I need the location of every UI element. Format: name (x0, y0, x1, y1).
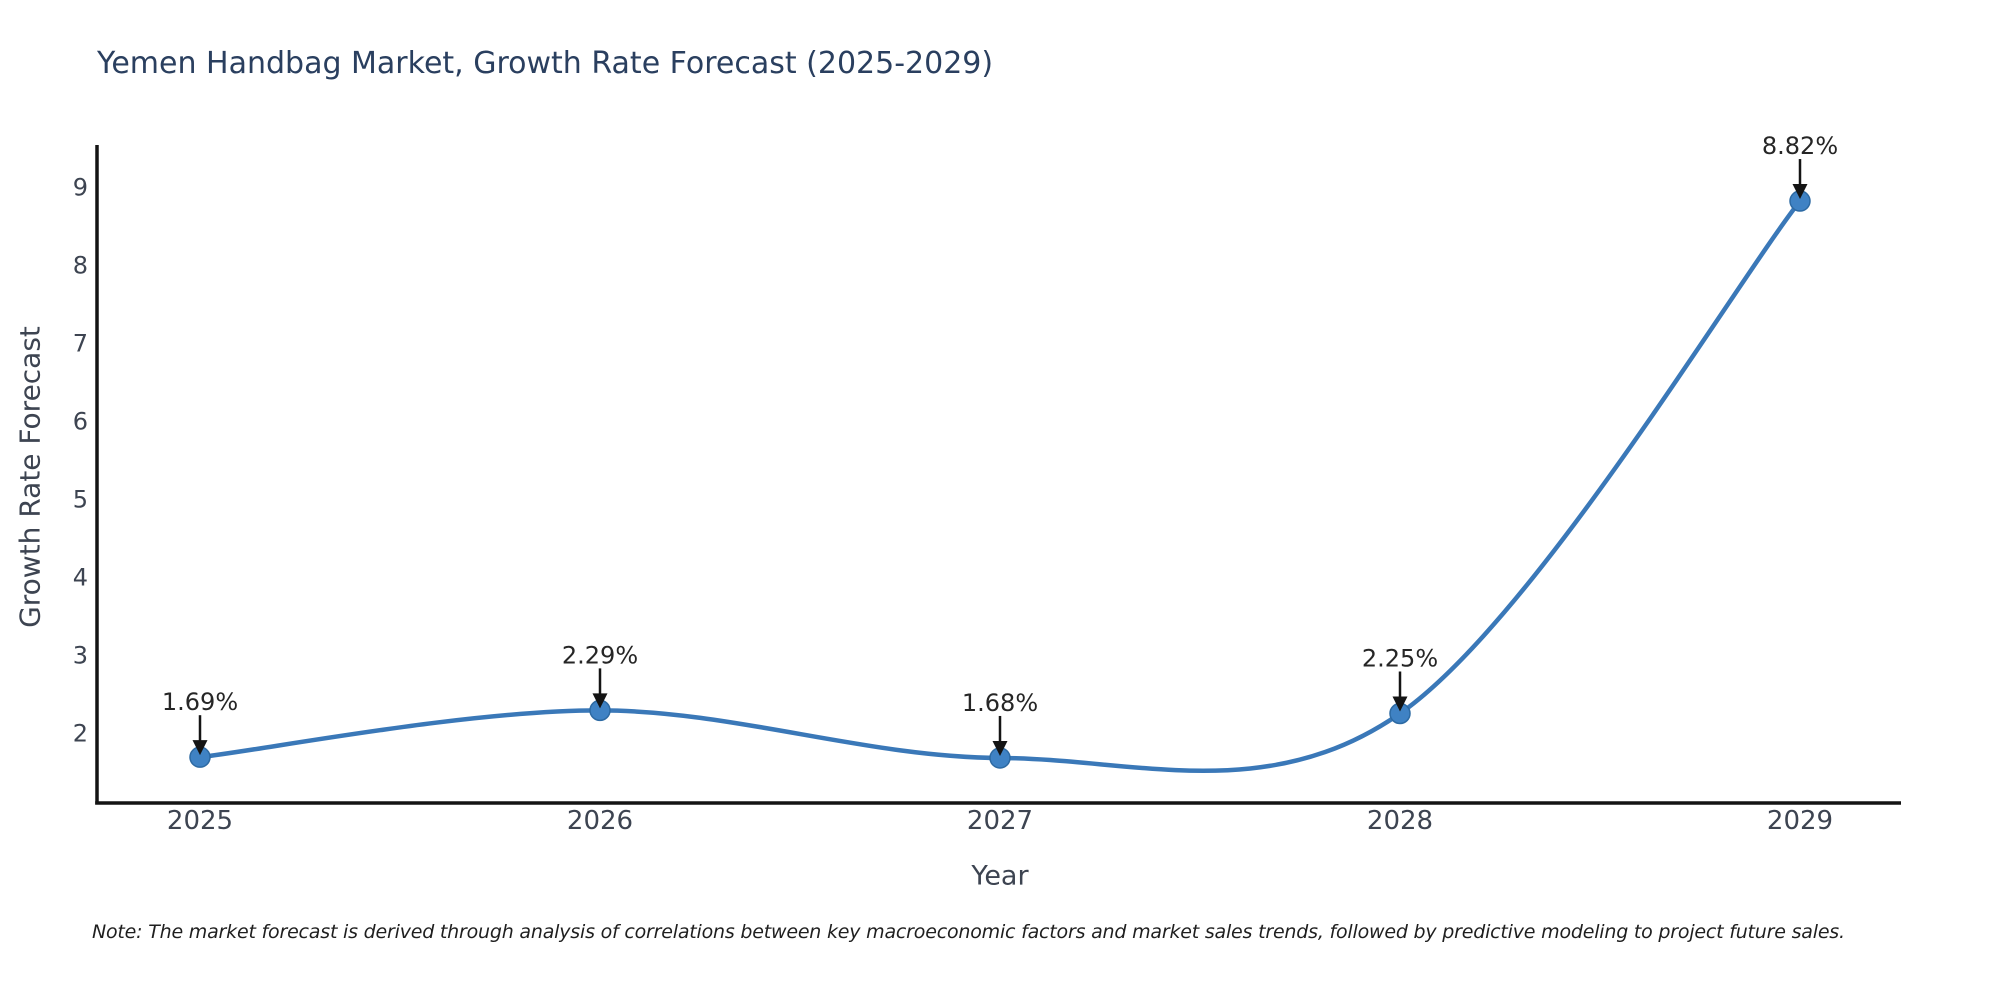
x-tick-label: 2027 (967, 806, 1033, 836)
footnote: Note: The market forecast is derived thr… (92, 921, 1845, 943)
x-tick-label: 2026 (567, 806, 633, 836)
y-tick-label: 9 (73, 174, 88, 202)
y-tick-label: 5 (73, 486, 88, 514)
x-tick-label: 2025 (167, 806, 233, 836)
y-tick-label: 2 (73, 720, 88, 748)
data-point-label: 2.29% (562, 641, 638, 669)
annotation-arrow-head (1792, 184, 1808, 200)
y-tick-label: 7 (73, 330, 88, 358)
y-tick-label: 8 (73, 252, 88, 280)
annotation-arrow-head (592, 693, 608, 709)
chart-title: Yemen Handbag Market, Growth Rate Foreca… (97, 46, 994, 81)
y-axis-title: Growth Rate Forecast (13, 326, 47, 628)
y-tick-label: 6 (73, 408, 88, 436)
y-tick-label: 4 (73, 564, 88, 592)
data-point-label: 8.82% (1762, 132, 1838, 160)
annotation-arrow-head (992, 740, 1008, 756)
x-axis-title: Year (971, 860, 1029, 892)
annotation-arrow-head (192, 740, 208, 756)
x-tick-label: 2029 (1767, 806, 1833, 836)
data-point-label: 1.68% (962, 689, 1038, 717)
x-tick-label: 2028 (1367, 806, 1433, 836)
annotation-arrow-head (1392, 696, 1408, 712)
forecast-line (197, 198, 1803, 773)
y-tick-label: 3 (73, 642, 88, 670)
data-point-label: 2.25% (1362, 645, 1438, 673)
data-point-label: 1.69% (162, 688, 238, 716)
